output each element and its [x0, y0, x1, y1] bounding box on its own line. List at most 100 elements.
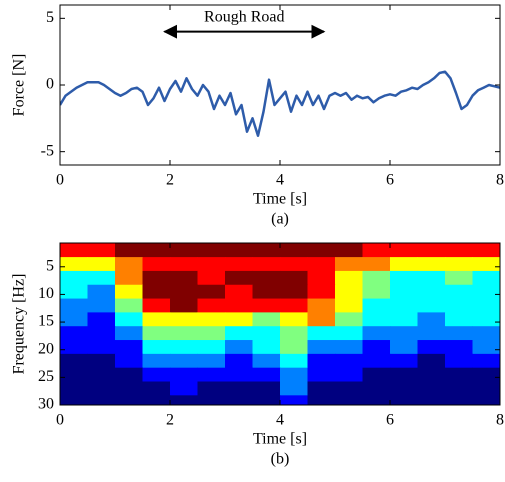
heat-cell — [417, 326, 446, 341]
heat-cell — [252, 353, 281, 369]
x-tick-label: 2 — [166, 172, 174, 189]
heat-cell — [472, 270, 500, 286]
heat-cell — [170, 326, 198, 341]
heat-cell — [390, 270, 418, 286]
heat-cell — [280, 340, 308, 355]
heat-cell — [445, 353, 473, 369]
heat-cell — [280, 312, 308, 327]
heat-cell — [280, 381, 308, 396]
heat-cell — [362, 270, 391, 286]
heat-cell — [142, 257, 171, 272]
heat-cell — [170, 367, 198, 383]
heat-cell — [390, 367, 418, 383]
heat-cell — [115, 367, 143, 383]
caption: (b) — [271, 451, 290, 468]
heat-cell — [87, 284, 116, 300]
heat-cell — [60, 340, 88, 355]
heat-cell — [445, 243, 473, 258]
annotation-text: Rough Road — [204, 8, 284, 25]
heat-cell — [225, 270, 253, 286]
heat-cell — [307, 284, 336, 300]
x-tick-label: 2 — [166, 412, 174, 429]
heat-cell — [417, 381, 446, 396]
heat-cell — [252, 326, 281, 341]
heat-cell — [142, 326, 171, 341]
heat-cell — [280, 257, 308, 272]
axes-box — [59, 4, 501, 166]
heat-cell — [335, 340, 363, 355]
heat-cell — [197, 270, 226, 286]
heat-cell — [362, 312, 391, 327]
y-tick-label: 10 — [38, 285, 54, 302]
heat-cell — [307, 257, 336, 272]
heat-cell — [252, 284, 281, 300]
heat-cell — [472, 243, 500, 258]
heat-cell — [390, 257, 418, 272]
heat-cell — [445, 340, 473, 355]
heat-cell — [252, 381, 281, 396]
heat-cell — [60, 395, 88, 405]
heat-cell — [197, 312, 226, 327]
y-tick-label: 5 — [46, 257, 54, 274]
heat-cell — [170, 243, 198, 258]
heat-cell — [197, 243, 226, 258]
heat-cell — [362, 326, 391, 341]
heat-cell — [390, 395, 418, 405]
heat-cell — [390, 298, 418, 313]
heat-cell — [335, 270, 363, 286]
y-tick-label: 30 — [38, 396, 54, 413]
heat-cell — [225, 284, 253, 300]
heat-cell — [197, 367, 226, 383]
heat-cell — [445, 367, 473, 383]
heat-cell — [472, 312, 500, 327]
heat-cell — [390, 381, 418, 396]
heat-cell — [252, 257, 281, 272]
heat-cell — [445, 298, 473, 313]
heat-cell — [445, 381, 473, 396]
heat-cell — [362, 395, 391, 405]
heat-cell — [472, 284, 500, 300]
heat-cell — [252, 243, 281, 258]
heat-cell — [362, 367, 391, 383]
heat-cell — [197, 395, 226, 405]
heat-cell — [115, 298, 143, 313]
heat-cell — [335, 395, 363, 405]
heat-cell — [170, 284, 198, 300]
heat-cell — [280, 243, 308, 258]
heat-cell — [307, 381, 336, 396]
heat-cell — [252, 298, 281, 313]
heat-cell — [472, 298, 500, 313]
heat-cell — [142, 284, 171, 300]
heat-cell — [362, 340, 391, 355]
heat-cell — [225, 395, 253, 405]
heat-cell — [170, 340, 198, 355]
heat-cell — [87, 381, 116, 396]
y-tick-label: 0 — [46, 76, 54, 93]
heat-cell — [60, 284, 88, 300]
heat-cell — [60, 312, 88, 327]
heat-cell — [252, 395, 281, 405]
heat-cell — [142, 340, 171, 355]
heat-cell — [362, 257, 391, 272]
heat-cell — [280, 270, 308, 286]
heat-cell — [142, 298, 171, 313]
force-line — [60, 70, 500, 137]
heat-cell — [472, 395, 500, 405]
heat-cell — [60, 367, 88, 383]
heat-cell — [252, 340, 281, 355]
heat-cell — [170, 395, 198, 405]
heat-cell — [142, 395, 171, 405]
heat-cell — [115, 395, 143, 405]
heat-cell — [60, 298, 88, 313]
x-tick-label: 0 — [56, 412, 64, 429]
heat-cell — [170, 353, 198, 369]
heat-cell — [280, 367, 308, 383]
heat-cell — [87, 326, 116, 341]
heat-cell — [87, 243, 116, 258]
heat-cell — [115, 340, 143, 355]
heat-cell — [472, 353, 500, 369]
heat-cell — [115, 312, 143, 327]
heat-cell — [115, 326, 143, 341]
heat-cell — [142, 353, 171, 369]
